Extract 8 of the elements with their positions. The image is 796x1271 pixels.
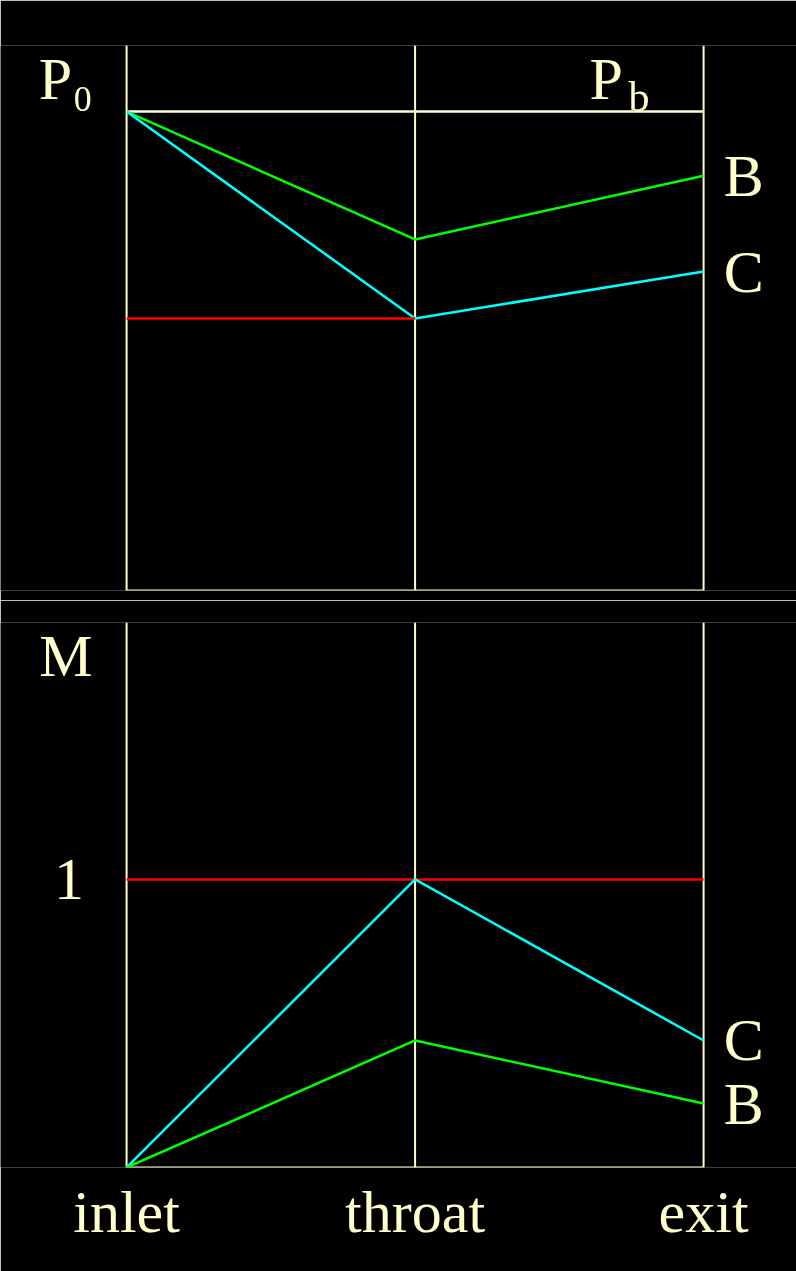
ref-line-label: 1 [53,845,84,912]
y-axis-title: M [39,622,93,689]
y-axis-title: P₀ [38,45,94,112]
x-tick-label: inlet [73,1178,181,1245]
series-label: B [723,142,764,209]
series-label: C [723,238,764,305]
x-tick-label: exit [658,1178,749,1245]
x-tick-label: throat [345,1178,486,1245]
